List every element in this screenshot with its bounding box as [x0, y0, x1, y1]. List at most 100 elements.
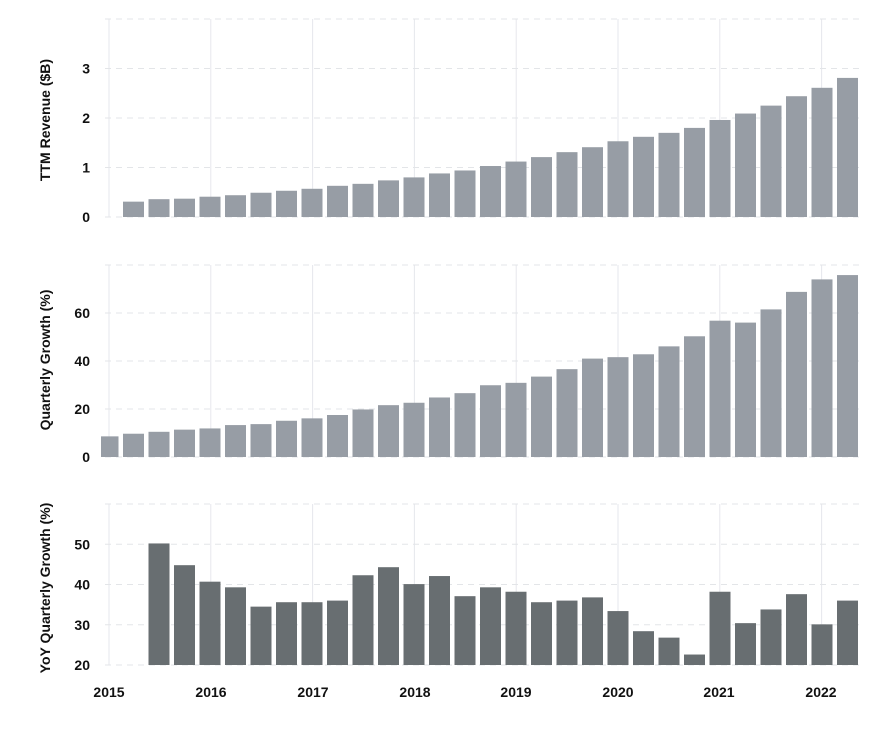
bar — [811, 624, 833, 665]
y-tick-label: 0 — [82, 209, 90, 225]
bar — [199, 581, 221, 665]
bar — [735, 623, 756, 665]
x-axis: 2015 2016 2017 2018 2019 2020 2021 2022 — [93, 684, 836, 700]
x-tick-label: 2020 — [602, 684, 633, 700]
bar — [378, 180, 399, 217]
bar — [327, 600, 348, 665]
bar — [760, 105, 782, 217]
bar — [403, 177, 425, 217]
bar — [607, 611, 629, 665]
bar — [480, 385, 501, 457]
bar — [174, 565, 195, 665]
bar — [352, 409, 374, 457]
bar — [709, 320, 731, 457]
bar — [505, 382, 527, 457]
bar — [684, 336, 705, 457]
bar — [582, 358, 603, 457]
bar — [429, 173, 450, 217]
bar — [811, 87, 833, 218]
bar — [735, 113, 756, 217]
y-tick-label: 20 — [74, 401, 90, 417]
bar — [225, 587, 246, 665]
y-tick-label: 2 — [82, 110, 90, 126]
bar — [531, 157, 552, 217]
bar — [174, 429, 195, 457]
bar — [811, 279, 833, 457]
bar — [250, 606, 272, 665]
y-tick-label: 20 — [74, 657, 90, 673]
bar — [276, 190, 297, 217]
bar — [658, 346, 680, 457]
bar — [148, 199, 170, 217]
bar — [225, 425, 246, 457]
bar — [786, 291, 807, 457]
x-tick-label: 2015 — [93, 684, 124, 700]
bar — [480, 166, 501, 217]
bar — [735, 322, 756, 457]
bar — [760, 609, 782, 665]
yoy-growth-panel: YoY Quarterly Growth (%) 20 30 40 50 — [37, 503, 862, 674]
bar — [301, 188, 323, 217]
bar — [301, 602, 323, 665]
bar — [199, 196, 221, 217]
quarterly-growth-axis-title: Quarterly Growth (%) — [37, 290, 53, 431]
y-tick-label: 0 — [82, 449, 90, 465]
bar — [505, 161, 527, 217]
x-tick-label: 2021 — [703, 684, 734, 700]
bar — [531, 376, 552, 457]
y-tick-label: 1 — [82, 160, 90, 176]
ttm-revenue-panel: TTM Revenue ($B) 0 1 2 3 — [37, 18, 862, 225]
bar — [276, 602, 297, 665]
bar — [582, 597, 603, 665]
bar — [250, 424, 272, 457]
bar — [327, 185, 348, 217]
bar — [837, 77, 858, 217]
bar — [633, 631, 654, 665]
bar — [454, 170, 476, 217]
x-tick-label: 2017 — [297, 684, 328, 700]
bar — [531, 602, 552, 665]
bar — [658, 637, 680, 665]
bar — [276, 420, 297, 457]
bar — [352, 575, 374, 665]
bar — [556, 369, 578, 457]
bar — [505, 591, 527, 665]
x-tick-label: 2016 — [195, 684, 226, 700]
bar — [250, 192, 272, 217]
bar — [378, 405, 399, 457]
y-tick-label: 30 — [74, 617, 90, 633]
bar — [633, 136, 654, 217]
x-tick-label: 2019 — [500, 684, 531, 700]
bar — [123, 201, 144, 217]
bar — [480, 587, 501, 665]
bar — [837, 600, 858, 665]
y-tick-label: 40 — [74, 353, 90, 369]
bar — [123, 433, 144, 457]
bar — [454, 596, 476, 665]
bar — [301, 418, 323, 457]
bar — [378, 567, 399, 665]
y-tick-label: 50 — [74, 536, 90, 552]
bar — [786, 96, 807, 217]
x-tick-label: 2022 — [805, 684, 836, 700]
ttm-revenue-axis-title: TTM Revenue ($B) — [37, 59, 53, 181]
bar — [684, 127, 705, 217]
quarterly-growth-panel: Quarterly Growth (%) 0 20 40 60 — [37, 264, 862, 465]
bar — [709, 591, 731, 665]
yoy-growth-axis-title: YoY Quarterly Growth (%) — [37, 503, 53, 674]
bar — [709, 119, 731, 217]
bar — [225, 195, 246, 217]
bar — [429, 576, 450, 665]
bar — [403, 584, 425, 665]
y-tick-label: 60 — [74, 305, 90, 321]
bar — [633, 354, 654, 457]
bar — [199, 428, 221, 457]
bar — [684, 654, 705, 665]
bar — [786, 594, 807, 665]
y-tick-label: 40 — [74, 577, 90, 593]
bar — [556, 152, 578, 217]
bar — [760, 309, 782, 457]
x-tick-label: 2018 — [399, 684, 430, 700]
bar — [582, 147, 603, 217]
